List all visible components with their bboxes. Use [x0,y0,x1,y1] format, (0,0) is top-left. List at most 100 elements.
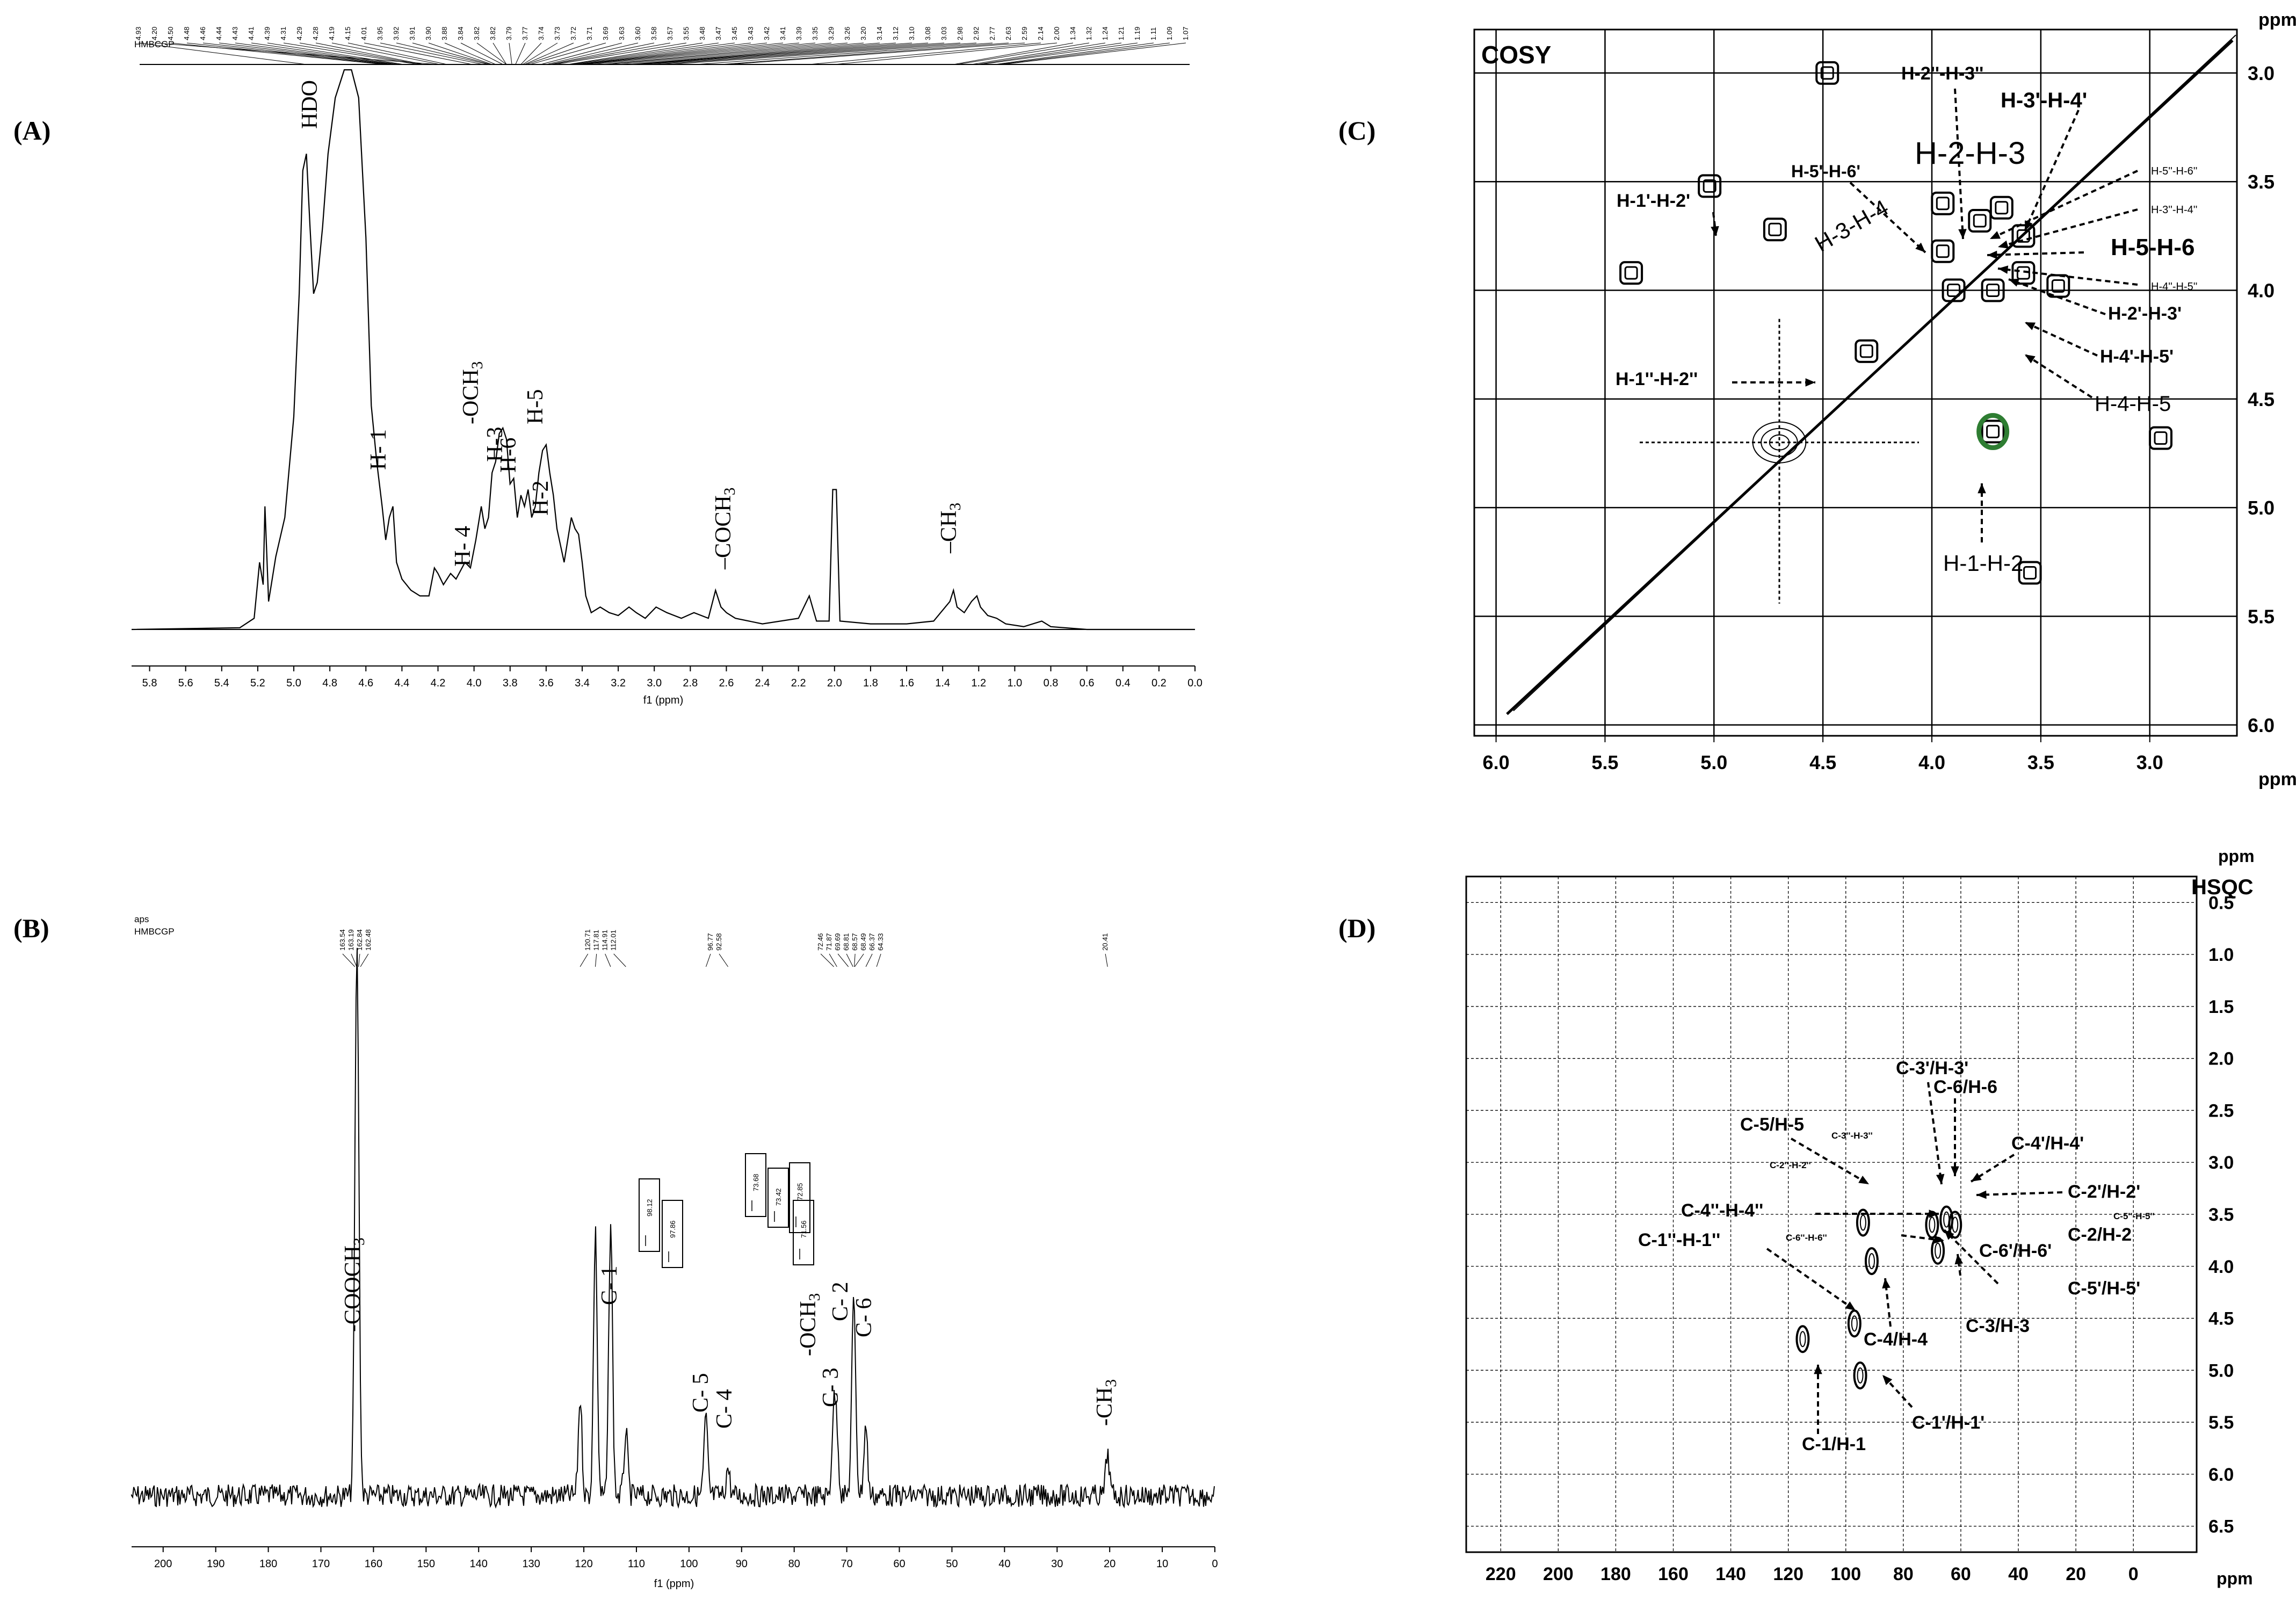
hsqc-annotation: C-6''-H-6'' [1786,1233,1827,1243]
cross-peak-contour [1820,66,1834,80]
proton-nmr-panel: HMBCGP 4.93 4.20 4.50 4.48 4.46 4.44 4.43 4.41 4… [131,27,1203,706]
tick-label: 4.8 [322,677,337,689]
tick-label: 1.8 [863,677,878,689]
peak-annotation: C- 1 [597,1266,622,1306]
cross-peak [1619,261,1643,285]
peak-annotation: H-3 [483,427,508,462]
hsqc-annotation: C-4''-H-4'' [1681,1200,1763,1221]
inset-label: 72.85 [796,1183,804,1200]
tick-label: 5.2 [250,677,265,689]
peak-label: 3.47 [714,27,722,40]
x-axis-label-b: f1 (ppm) [654,1578,694,1590]
annotation-arrow [1943,1229,1999,1285]
peak-label: 3.82 [473,27,481,40]
hsqc-x-unit: ppm [2217,1569,2253,1588]
annotation-arrow [2008,278,2106,315]
peak-leader [555,42,687,65]
arrow-head [2009,278,2019,287]
cross-peak [1795,1325,1810,1353]
peak-leader [351,953,357,967]
peak-leader [526,42,590,65]
peak-leader [1105,953,1108,967]
peak-label: 3.92 [392,27,400,40]
tick-label: 5.0 [2208,1360,2234,1381]
inset-box [789,1162,810,1233]
peak-annotation: H-2 [528,481,553,516]
tick-label: 3.0 [2136,751,2163,773]
peak-label: 1.34 [1069,27,1077,40]
tick-label: 4.0 [2248,280,2275,302]
arrow-head [1858,1175,1869,1184]
tick-label: 220 [1486,1564,1516,1584]
peak-leader [444,42,496,65]
tick-label: 1.4 [935,677,950,689]
tick-label: 5.8 [142,677,157,689]
peak-leader [522,42,558,65]
cross-peak-contour [1703,179,1716,193]
cosy-annotation: H-5''-H-6'' [2151,165,2197,177]
peak-leader [846,953,853,967]
tick-label: 3.8 [503,677,518,689]
cosy-annotation: H-2-H-3 [1915,136,2025,171]
peak-leader [995,42,1154,65]
cosy-annotation: H-4-H-5 [2095,392,2171,416]
cosy-annotation: H-1''-H-2'' [1616,369,1698,389]
tick-label: 170 [312,1558,330,1570]
cross-peak-contour [1799,1331,1806,1348]
cross-peak-contour [1851,1315,1858,1332]
peak-annotation: –CH3 [937,503,964,554]
peak-label: 1.24 [1101,27,1109,40]
tick-label: 5.4 [214,677,229,689]
experiment-label-a: HMBCGP [134,39,175,49]
peak-leader [360,953,369,967]
peak-label: 3.84 [457,27,465,40]
peak-label: 66.37 [868,933,876,951]
peak-label: 1.32 [1085,27,1093,40]
arrow-head [1998,265,2009,274]
peak-annotation: -OCH3 [459,361,486,424]
spectrum-trace-b [131,947,1215,1509]
peak-label: 2.59 [1020,27,1029,40]
arrow-head [1933,1235,1944,1244]
tick-label: 5.6 [178,677,193,689]
peak-label: 3.55 [682,27,690,40]
peak-label: 3.57 [666,27,674,40]
annotation-arrow [1901,1234,1945,1242]
arrow-head [1976,1190,1987,1199]
tick-label: 3.0 [2248,62,2275,84]
peak-leader [396,42,489,65]
arrow-head [1936,1174,1945,1184]
tick-label: 70 [841,1558,852,1570]
panel-label-d: (D) [1338,913,1375,943]
hsqc-annotation: C-2''-H-2'' [1770,1160,1811,1170]
cross-peak [1968,209,1992,233]
tick-label: 2.4 [755,677,770,689]
peak-label: 1.21 [1117,27,1125,40]
peak-leader [584,42,800,65]
peak-annotation: C- 5 [689,1373,713,1413]
peak-label: 64.33 [877,933,885,951]
tick-label: 0.0 [1187,677,1203,689]
panel-label-c: (C) [1338,115,1375,146]
peak-leader [251,42,401,65]
peak-leader [953,42,1074,65]
tick-label: 4.5 [1809,751,1836,773]
tick-label: 3.0 [2208,1153,2234,1173]
annotation-arrow [1997,208,2138,248]
hsqc-annotation: C-2/H-2 [2068,1225,2132,1245]
cosy-title: COSY [1481,41,1551,69]
cross-peak-contour [2051,279,2065,293]
tick-label: 1.5 [2208,997,2234,1017]
peak-leader [580,42,784,65]
contour [1769,434,1790,451]
cosy-annotation: H-5'-H-6' [1791,162,1860,181]
tick-label: 2.6 [719,677,734,689]
tick-label: 5.0 [2248,497,2275,519]
peak-label: 3.35 [811,27,819,40]
tick-label: 3.4 [575,677,590,689]
tick-label: 180 [259,1558,277,1570]
tick-label: 5.0 [1700,751,1727,773]
cross-peak [1856,1208,1870,1237]
peak-leader [719,953,728,967]
